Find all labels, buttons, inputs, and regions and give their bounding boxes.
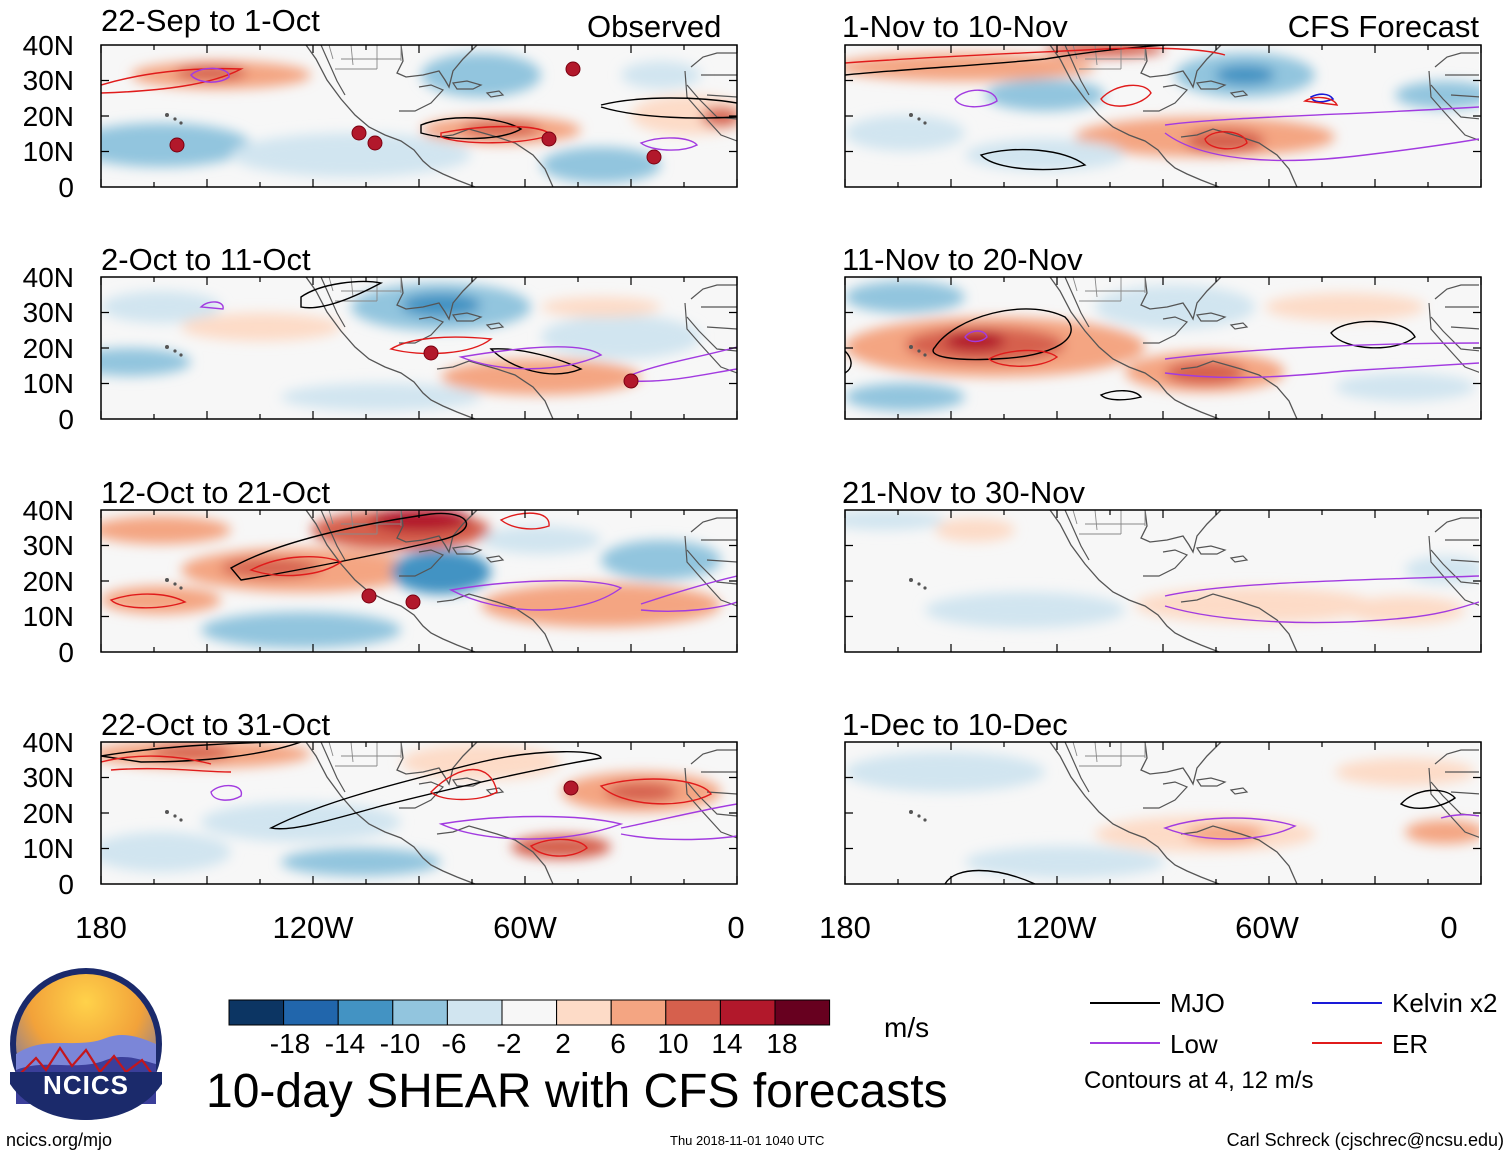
units-label: m/s <box>884 1012 930 1043</box>
legend-label-mjo: MJO <box>1170 988 1225 1018</box>
colorbar-swatch <box>719 999 776 1026</box>
lat-label: 40N <box>22 262 74 293</box>
panel-3-map <box>100 509 738 653</box>
lat-label: 0 <box>58 637 74 668</box>
lat-label: 10N <box>22 833 74 864</box>
colorbar-swatch <box>446 999 503 1026</box>
lon-label: 180 <box>75 910 127 945</box>
contour-note: Contours at 4, 12 m/s <box>1084 1067 1314 1094</box>
lat-label: 10N <box>22 368 74 399</box>
colorbar-tick-label: 14 <box>711 1028 743 1059</box>
colorbar-swatch <box>665 999 721 1026</box>
panel-2-title: 2-Oct to 11-Oct <box>101 242 311 277</box>
ncics-logo: NCICS <box>10 968 162 1120</box>
lon-label: 60W <box>493 910 557 945</box>
colorbar <box>228 999 831 1026</box>
panel-7-map <box>844 509 1482 653</box>
colorbar-tick-label: -18 <box>269 1028 311 1059</box>
panel-4-title: 22-Oct to 31-Oct <box>101 707 331 742</box>
footer-timestamp: Thu 2018-11-01 1040 UTC <box>670 1133 825 1148</box>
lat-label: 40N <box>22 30 74 61</box>
lon-label: 0 <box>727 910 745 945</box>
lat-label: 0 <box>58 869 74 900</box>
footer-url[interactable]: ncics.org/mjo <box>6 1130 113 1150</box>
legend-lines <box>1090 1002 1382 1044</box>
lat-label: 0 <box>58 404 74 435</box>
colorbar-tick-label: 6 <box>610 1028 626 1059</box>
lon-label: 0 <box>1440 910 1458 945</box>
colorbar-tick-label: 18 <box>766 1028 798 1059</box>
panel-1-title: 22-Sep to 1-Oct <box>101 3 320 38</box>
figure-title: 10-day SHEAR with CFS forecasts <box>206 1065 948 1118</box>
lat-label: 0 <box>58 172 74 203</box>
colorbar-swatch <box>610 999 667 1026</box>
colorbar-tick-label: -14 <box>324 1028 366 1059</box>
panel-2-map <box>100 276 738 420</box>
colorbar-tick-label: 10 <box>657 1028 689 1059</box>
lat-label: 30N <box>22 65 74 96</box>
panel-5-title: 1-Nov to 10-Nov <box>842 9 1068 44</box>
colorbar-tick-label: -2 <box>496 1028 522 1059</box>
lon-label: 60W <box>1235 910 1299 945</box>
footer-credit: Carl Schreck (cjschrec@ncsu.edu) <box>1226 1130 1504 1150</box>
lat-label: 30N <box>22 762 74 793</box>
colorbar-tick-label: -10 <box>379 1028 421 1059</box>
colorbar-swatch <box>556 999 612 1026</box>
forecast-label: CFS Forecast <box>1287 9 1479 44</box>
legend-label-kelvin: Kelvin x2 <box>1392 988 1498 1018</box>
panel-6-map <box>844 276 1482 420</box>
lat-label: 10N <box>22 136 74 167</box>
colorbar-tick-label: 2 <box>555 1028 571 1059</box>
colorbar-swatch <box>283 999 339 1026</box>
colorbar-swatch <box>501 999 558 1026</box>
panel-7-title: 21-Nov to 30-Nov <box>842 475 1085 510</box>
legend-label-low: Low <box>1170 1029 1218 1059</box>
lat-label: 20N <box>22 798 74 829</box>
lat-label: 40N <box>22 727 74 758</box>
lat-label: 40N <box>22 495 74 526</box>
colorbar-swatch <box>228 999 285 1026</box>
legend-label-er: ER <box>1392 1029 1429 1059</box>
lon-label: 120W <box>272 910 354 945</box>
colorbar-swatch <box>392 999 448 1026</box>
panel-8-title: 1-Dec to 10-Dec <box>842 707 1068 742</box>
panel-6-title: 11-Nov to 20-Nov <box>842 242 1083 277</box>
lat-label: 20N <box>22 101 74 132</box>
lat-label: 30N <box>22 297 74 328</box>
colorbar-tick-label: -6 <box>441 1028 467 1059</box>
lat-label: 20N <box>22 566 74 597</box>
lat-label: 20N <box>22 333 74 364</box>
colorbar-swatch <box>774 999 831 1026</box>
panel-1-map <box>100 44 738 188</box>
colorbar-swatch <box>337 999 394 1026</box>
lat-label: 30N <box>22 530 74 561</box>
lon-label: 180 <box>819 910 871 945</box>
panel-8-map <box>844 741 1482 885</box>
storm-markers <box>169 61 662 165</box>
lat-label: 10N <box>22 601 74 632</box>
panel-4-map <box>100 741 738 885</box>
logo-text: NCICS <box>43 1070 129 1100</box>
panel-5-map <box>844 44 1482 188</box>
panel-3-title: 12-Oct to 21-Oct <box>101 475 331 510</box>
lon-label: 120W <box>1015 910 1097 945</box>
observed-label: Observed <box>587 9 722 44</box>
